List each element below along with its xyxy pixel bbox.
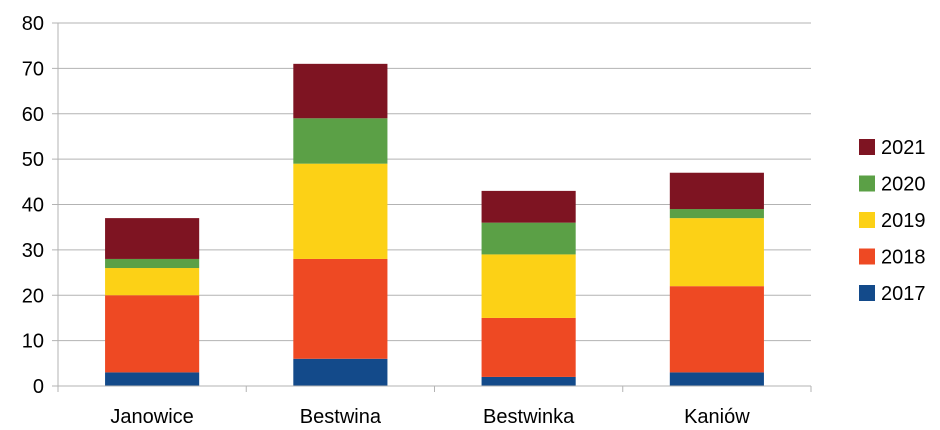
legend-label-2017: 2017 (881, 283, 926, 305)
bar-segment-2018-bestwinka (481, 317, 576, 377)
y-tick-label: 0 (33, 376, 44, 398)
y-tick-label: 50 (22, 149, 44, 171)
y-tick-label: 30 (22, 240, 44, 262)
bar-segment-2021-janowice (105, 218, 200, 259)
bar-segment-2021-bestwinka (481, 190, 576, 223)
bar-segment-2019-bestwina (293, 163, 388, 259)
legend-swatch-2021 (859, 139, 875, 155)
y-tick-label: 70 (22, 58, 44, 80)
bar-segment-2020-kaniów (669, 209, 764, 219)
legend-swatch-2018 (859, 248, 875, 265)
y-tick-label: 20 (22, 285, 44, 307)
bar-segment-2017-bestwina (293, 358, 388, 386)
x-category-label: Bestwinka (483, 406, 575, 428)
bar-segment-2017-janowice (105, 372, 200, 386)
y-tick-label: 60 (22, 104, 44, 126)
x-category-label: Kaniów (684, 406, 750, 428)
bar-segment-2021-kaniów (669, 172, 764, 210)
bar-segment-2017-kaniów (669, 372, 764, 386)
bar-segment-2020-bestwina (293, 118, 388, 164)
y-tick-label: 80 (22, 13, 44, 35)
bar-segment-2020-bestwinka (481, 222, 576, 255)
bar-segment-2021-bestwina (293, 63, 388, 119)
bar-segment-2018-kaniów (669, 286, 764, 373)
x-category-label: Janowice (110, 406, 193, 428)
legend-label-2021: 2021 (881, 137, 926, 159)
legend-label-2018: 2018 (881, 247, 926, 269)
legend-swatch-2020 (859, 175, 875, 192)
bar-segment-2017-bestwinka (481, 376, 576, 386)
legend-label-2019: 2019 (881, 210, 926, 232)
bar-segment-2019-janowice (105, 268, 200, 296)
x-category-label: Bestwina (300, 406, 382, 428)
y-tick-label: 40 (22, 195, 44, 217)
bar-segment-2018-janowice (105, 295, 200, 373)
legend: 2021 2020 2019 2018 2017 (859, 137, 926, 305)
legend-label-2020: 2020 (881, 174, 926, 196)
bar-segment-2020-janowice (105, 258, 200, 269)
y-tick-label: 10 (22, 331, 44, 353)
bars (105, 63, 764, 386)
bar-segment-2019-kaniów (669, 218, 764, 287)
bar-segment-2018-bestwina (293, 258, 388, 359)
legend-swatch-2019 (859, 212, 875, 228)
axes: 0 10 20 30 40 50 60 70 80 Janowice Bestwina Bestwin… (22, 13, 812, 428)
bar-segment-2019-bestwinka (481, 254, 576, 318)
legend-swatch-2017 (859, 285, 875, 301)
